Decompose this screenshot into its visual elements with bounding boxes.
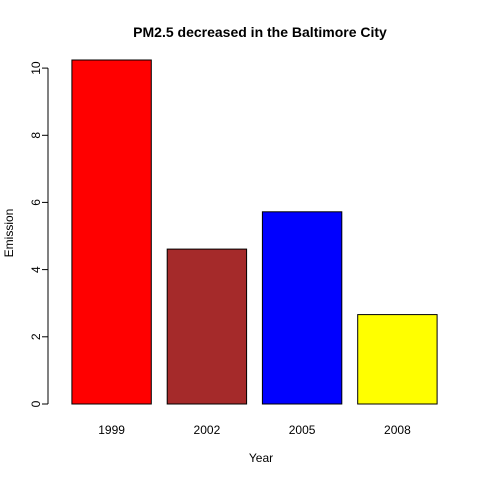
y-tick-label-0: 0 bbox=[29, 400, 43, 407]
bar-2008 bbox=[357, 314, 438, 405]
y-tick-label-2: 2 bbox=[29, 333, 43, 340]
x-axis-label: Year bbox=[249, 451, 273, 465]
y-tick-label-6: 6 bbox=[29, 199, 43, 206]
bar-2005 bbox=[261, 211, 343, 405]
y-tick-label-10: 10 bbox=[29, 61, 43, 75]
chart-title: PM2.5 decreased in the Baltimore City bbox=[133, 24, 387, 40]
y-axis-label: Emission bbox=[2, 209, 16, 258]
y-tick-label-8: 8 bbox=[29, 132, 43, 139]
bar-1999 bbox=[71, 59, 152, 405]
x-tick-label-2002: 2002 bbox=[194, 423, 221, 437]
x-tick-label-1999: 1999 bbox=[98, 423, 125, 437]
x-tick-labels: 1999 2002 2005 2008 bbox=[98, 423, 411, 437]
y-axis: 0 2 4 6 8 10 bbox=[29, 61, 49, 407]
x-tick-label-2005: 2005 bbox=[289, 423, 316, 437]
bar-2002 bbox=[166, 248, 248, 405]
x-tick-label-2008: 2008 bbox=[384, 423, 411, 437]
y-tick-label-4: 4 bbox=[29, 266, 43, 273]
bars-group bbox=[71, 59, 438, 405]
